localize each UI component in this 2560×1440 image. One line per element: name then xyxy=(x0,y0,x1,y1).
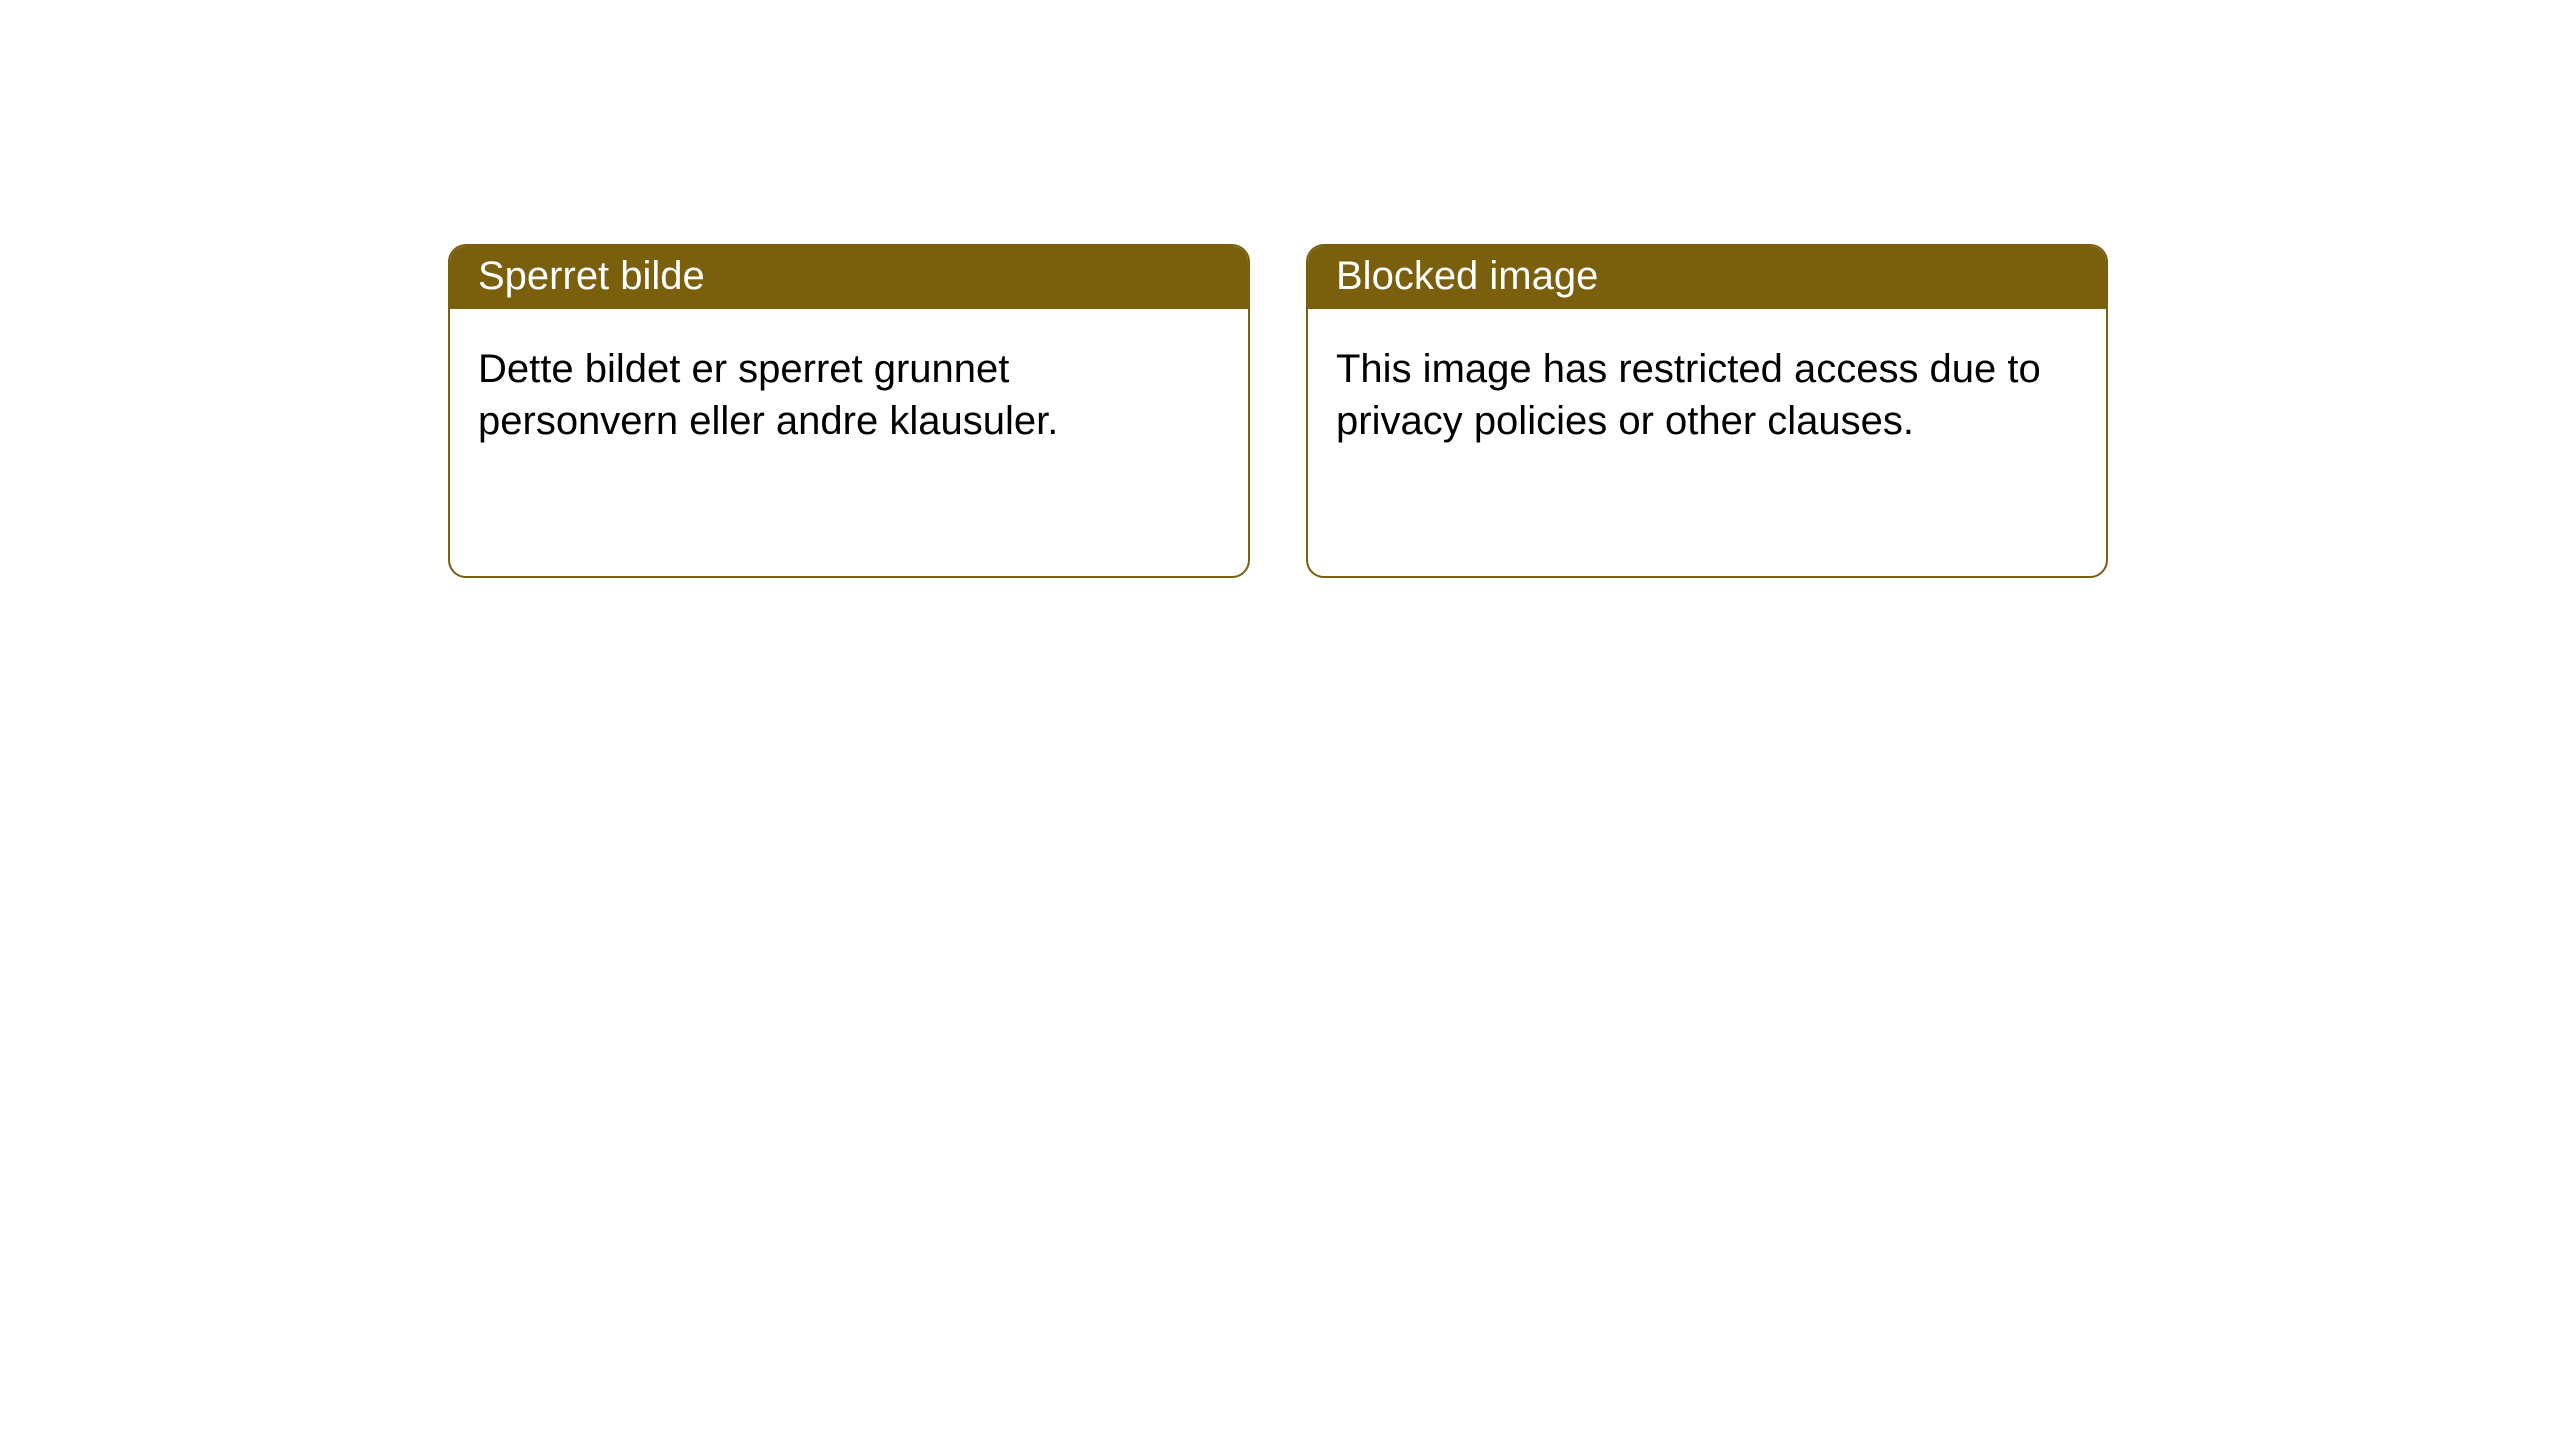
blocked-image-cards-container: Sperret bilde Dette bildet er sperret gr… xyxy=(448,244,2108,578)
card-message-english: This image has restricted access due to … xyxy=(1336,347,2041,443)
card-message-norwegian: Dette bildet er sperret grunnet personve… xyxy=(478,347,1058,443)
card-title-english: Blocked image xyxy=(1336,254,1598,298)
blocked-image-card-english: Blocked image This image has restricted … xyxy=(1306,244,2108,578)
card-body-english: This image has restricted access due to … xyxy=(1308,309,2106,481)
blocked-image-card-norwegian: Sperret bilde Dette bildet er sperret gr… xyxy=(448,244,1250,578)
card-header-english: Blocked image xyxy=(1308,246,2106,309)
card-title-norwegian: Sperret bilde xyxy=(478,254,705,298)
card-body-norwegian: Dette bildet er sperret grunnet personve… xyxy=(450,309,1248,481)
card-header-norwegian: Sperret bilde xyxy=(450,246,1248,309)
